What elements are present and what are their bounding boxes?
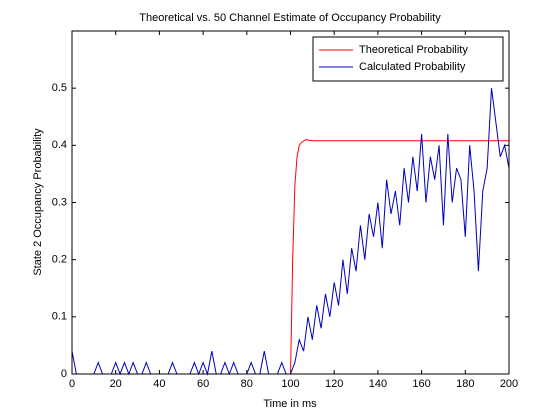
x-tick-label: 20 <box>110 378 122 390</box>
y-tick-label: 0.5 <box>52 82 67 94</box>
y-tick-label: 0.2 <box>52 254 67 266</box>
x-tick-label: 140 <box>369 378 387 390</box>
chart-title: Theoretical vs. 50 Channel Estimate of O… <box>139 12 441 24</box>
legend-box <box>312 36 504 82</box>
legend-label: Theoretical Probability <box>359 44 468 56</box>
plot-frame <box>71 30 510 375</box>
x-tick-label: 0 <box>69 378 75 390</box>
y-tick-label: 0.3 <box>52 196 67 208</box>
x-tick-label: 180 <box>456 378 474 390</box>
x-tick-label: 100 <box>281 378 299 390</box>
y-tick-label: 0 <box>61 368 67 380</box>
x-tick-label: 160 <box>412 378 430 390</box>
x-tick-label: 40 <box>153 378 165 390</box>
y-axis-label: State 2 Occupancy Probability <box>32 128 44 276</box>
plot-area <box>72 31 509 374</box>
x-tick-label: 120 <box>325 378 343 390</box>
y-tick-label: 0.4 <box>52 139 67 151</box>
x-tick-label: 80 <box>241 378 253 390</box>
series-line <box>72 139 509 375</box>
x-tick-label: 200 <box>500 378 518 390</box>
x-tick-label: 60 <box>197 378 209 390</box>
x-axis-label: Time in ms <box>263 398 317 410</box>
y-tick-label: 0.1 <box>52 311 67 323</box>
legend-label: Calculated Probability <box>359 61 466 73</box>
